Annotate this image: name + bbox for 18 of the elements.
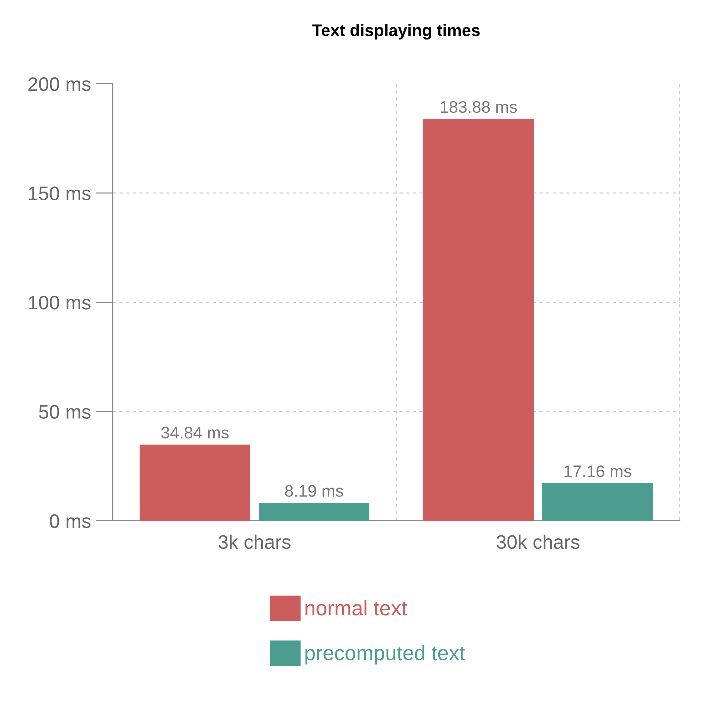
y-tick-label: 0 ms: [50, 514, 91, 528]
y-tick-label: 100 ms: [29, 296, 91, 310]
legend-label: normal text: [306, 600, 408, 616]
x-tick-label: 30k chars: [496, 534, 580, 550]
data-label: 8.19 ms: [285, 485, 344, 498]
y-tick-label: 200 ms: [28, 77, 91, 92]
y-tick-label: 150 ms: [29, 186, 91, 200]
chart-title: Text displaying times: [312, 24, 480, 40]
bar: [542, 484, 654, 521]
bar: [140, 444, 250, 521]
y-tick-label: 50 ms: [39, 405, 91, 419]
bar: [259, 503, 370, 521]
legend-label: precomputed text: [306, 645, 466, 665]
bar: [423, 119, 534, 521]
data-label: 17.16 ms: [564, 466, 632, 478]
data-label: 183.88 ms: [441, 101, 518, 114]
data-label: 34.84 ms: [162, 427, 229, 439]
x-tick-label: 3k chars: [218, 534, 291, 550]
